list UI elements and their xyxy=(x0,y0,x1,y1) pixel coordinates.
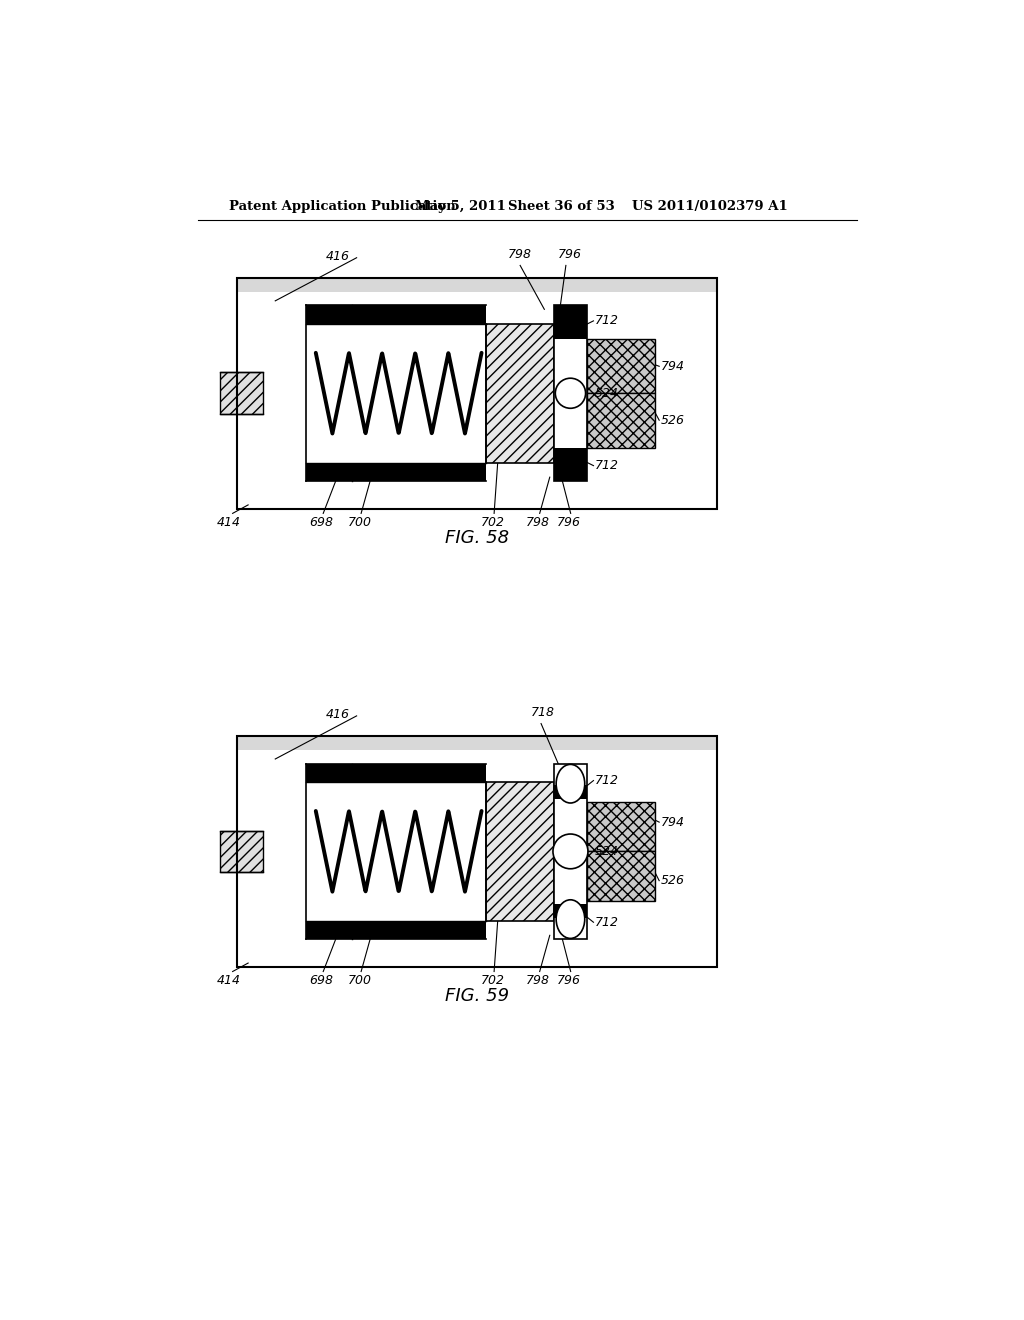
Bar xyxy=(554,763,588,940)
Text: May 5, 2011: May 5, 2011 xyxy=(415,199,506,213)
Text: 712: 712 xyxy=(595,774,620,787)
Bar xyxy=(237,737,717,750)
Bar xyxy=(306,763,486,781)
Text: 712: 712 xyxy=(595,459,620,473)
Text: Sheet 36 of 53: Sheet 36 of 53 xyxy=(508,199,614,213)
Bar xyxy=(486,781,554,921)
Circle shape xyxy=(555,379,586,408)
Text: 416: 416 xyxy=(326,708,349,721)
Text: 524: 524 xyxy=(595,387,620,400)
Text: 702: 702 xyxy=(480,974,505,987)
Bar xyxy=(588,851,654,900)
Text: 796: 796 xyxy=(558,248,582,261)
Bar xyxy=(554,305,588,480)
Text: 796: 796 xyxy=(557,974,582,987)
Bar xyxy=(588,339,654,393)
Bar xyxy=(554,447,588,480)
Bar xyxy=(306,921,352,935)
Ellipse shape xyxy=(556,764,585,803)
Bar xyxy=(306,462,486,480)
Bar xyxy=(306,305,486,323)
Bar xyxy=(588,393,654,447)
Bar xyxy=(220,830,263,873)
Bar xyxy=(306,781,486,921)
Text: 416: 416 xyxy=(326,249,349,263)
Ellipse shape xyxy=(556,900,585,939)
Text: US 2011/0102379 A1: US 2011/0102379 A1 xyxy=(632,199,787,213)
Bar xyxy=(554,305,588,339)
Text: FIG. 59: FIG. 59 xyxy=(444,987,509,1005)
Text: 712: 712 xyxy=(595,314,620,327)
Bar xyxy=(237,737,717,966)
Text: 414: 414 xyxy=(217,974,241,987)
Text: 414: 414 xyxy=(217,516,241,529)
Text: 798: 798 xyxy=(526,516,550,529)
Text: 698: 698 xyxy=(309,516,334,529)
Bar xyxy=(306,323,486,462)
Bar xyxy=(486,323,554,462)
Text: 712: 712 xyxy=(595,916,620,929)
Bar xyxy=(588,803,654,851)
Text: 700: 700 xyxy=(347,516,372,529)
Text: 794: 794 xyxy=(660,816,685,829)
Text: 798: 798 xyxy=(508,248,531,261)
Text: 798: 798 xyxy=(526,974,550,987)
Bar xyxy=(306,768,352,781)
Bar xyxy=(237,277,717,292)
Text: Patent Application Publication: Patent Application Publication xyxy=(228,199,456,213)
Bar xyxy=(306,921,486,940)
Text: 526: 526 xyxy=(660,874,685,887)
Bar xyxy=(554,784,588,799)
Text: FIG. 58: FIG. 58 xyxy=(444,529,509,546)
Bar xyxy=(306,310,352,323)
Text: 526: 526 xyxy=(660,413,685,426)
Text: 796: 796 xyxy=(557,516,582,529)
Bar xyxy=(237,277,717,508)
Text: 524: 524 xyxy=(595,845,620,858)
Text: 698: 698 xyxy=(309,974,334,987)
Circle shape xyxy=(553,834,588,869)
Bar xyxy=(220,372,263,414)
Text: 700: 700 xyxy=(347,974,372,987)
Bar xyxy=(306,462,352,477)
Text: 794: 794 xyxy=(660,360,685,372)
Text: 718: 718 xyxy=(531,706,555,719)
Text: 702: 702 xyxy=(480,516,505,529)
Bar xyxy=(554,904,588,919)
